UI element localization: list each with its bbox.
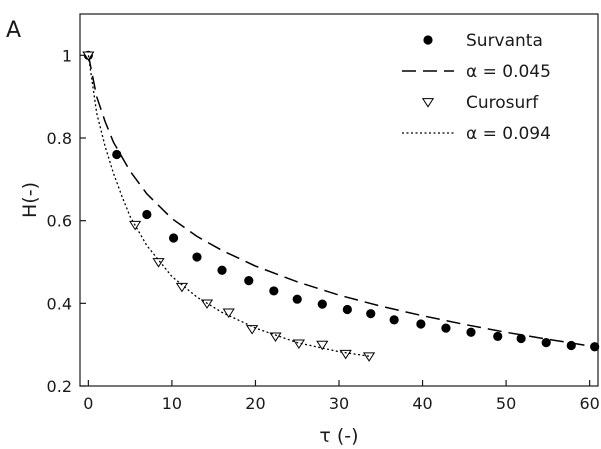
series-0-point-5 <box>217 265 227 275</box>
x-tick-label-5: 50 <box>496 394 516 413</box>
series-0-point-8 <box>292 294 302 304</box>
y-axis-title: H(-) <box>19 182 41 218</box>
series-2-point-7 <box>269 332 282 343</box>
x-tick-label-6: 60 <box>579 394 599 413</box>
legend-label-3: α = 0.094 <box>466 124 551 144</box>
x-axis-title: τ (-) <box>319 425 358 447</box>
y-axis: 0.2 0.4 0.6 0.8 1 <box>47 46 86 396</box>
legend-label-2: Curosurf <box>466 93 539 113</box>
series-0-point-10 <box>342 304 352 315</box>
series-0-point-17 <box>516 333 526 344</box>
series-0-point-16 <box>493 331 503 341</box>
series-1-line <box>87 55 599 348</box>
series-2 <box>82 51 376 362</box>
y-tick-label-2: 0.6 <box>47 212 72 231</box>
series-2-point-8 <box>292 339 306 350</box>
legend: Survanta α = 0.045 Curosurf α = 0.094 <box>402 31 551 144</box>
series-0-point-13 <box>416 319 426 329</box>
legend-item-1: α = 0.045 <box>402 62 551 82</box>
series-2-point-5 <box>222 308 235 319</box>
x-tick-label-0: 0 <box>83 394 93 413</box>
series-0-point-2 <box>142 209 152 220</box>
x-tick-label-2: 20 <box>245 394 265 413</box>
y-tick-label-3: 0.8 <box>47 129 72 148</box>
series-0-point-11 <box>366 309 376 319</box>
series-0-point-6 <box>244 276 254 286</box>
series-2-point-2 <box>152 258 165 268</box>
y-tick-label-4: 1 <box>62 46 72 65</box>
y-tick-label-0: 0.2 <box>47 377 72 396</box>
legend-marker-0 <box>423 35 433 45</box>
legend-item-3: α = 0.094 <box>402 124 551 144</box>
x-tick-label-4: 40 <box>412 394 432 413</box>
series-2-point-6 <box>245 325 259 335</box>
legend-item-0: Survanta <box>423 31 543 51</box>
series-0-point-18 <box>541 338 551 348</box>
legend-item-2: Curosurf <box>421 93 539 113</box>
series-0-point-15 <box>466 327 476 337</box>
x-tick-label-1: 10 <box>162 394 182 413</box>
series-0-point-3 <box>168 233 179 243</box>
series-0 <box>83 50 600 352</box>
legend-label-1: α = 0.045 <box>466 62 551 82</box>
series-2-point-11 <box>362 352 376 362</box>
legend-label-0: Survanta <box>466 31 543 51</box>
series-0-point-4 <box>192 252 202 262</box>
series-0-point-7 <box>269 286 279 296</box>
series-2-point-9 <box>316 340 329 351</box>
y-tick-label-1: 0.4 <box>47 294 72 313</box>
series-0-point-1 <box>112 149 122 160</box>
x-tick-label-3: 30 <box>329 394 349 413</box>
series-3 <box>87 55 370 357</box>
x-axis: 0 10 20 30 40 50 60 <box>83 380 600 413</box>
series-0-point-12 <box>389 315 399 325</box>
series-3-line <box>87 55 370 357</box>
series-2-point-10 <box>339 349 352 360</box>
series-1 <box>87 55 599 348</box>
panel-label: A <box>6 18 21 43</box>
series-2-point-4 <box>200 299 214 309</box>
series-0-point-14 <box>441 323 451 333</box>
series-layer <box>82 50 600 362</box>
legend-marker-2 <box>421 98 435 108</box>
series-0-point-9 <box>317 299 327 309</box>
